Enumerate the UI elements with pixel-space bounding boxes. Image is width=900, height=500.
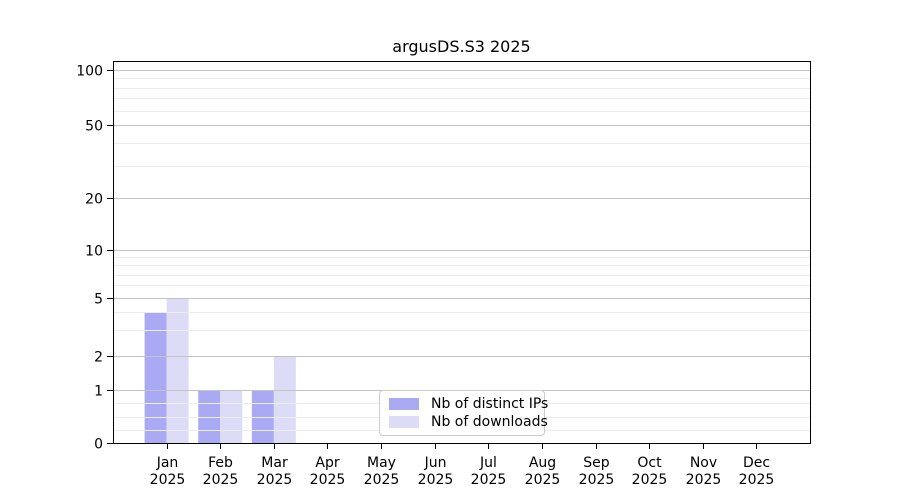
x-tick-label-nov: Nov 2025: [686, 455, 722, 488]
bar-nb-of-distinct-ips-feb: [198, 390, 221, 443]
x-tick-label-feb: Feb 2025: [203, 455, 239, 488]
y-tick-label-50: 50: [85, 119, 103, 135]
y-tick-label-0: 0: [94, 437, 103, 453]
bar-nb-of-distinct-ips-mar: [251, 390, 274, 443]
x-tick-label-apr: Apr 2025: [310, 455, 346, 488]
bar-nb-of-downloads-jan: [166, 298, 189, 443]
legend-swatch-downloads: [389, 416, 419, 428]
y-tick-label-10: 10: [85, 244, 103, 260]
x-tick-label-mar: Mar 2025: [257, 455, 293, 488]
bar-nb-of-distinct-ips-jan: [144, 312, 167, 443]
x-tick-label-sep: Sep 2025: [579, 455, 615, 488]
x-tick-label-jul: Jul 2025: [471, 455, 507, 488]
x-tick-label-jan: Jan 2025: [150, 455, 186, 488]
y-tick-label-100: 100: [76, 64, 103, 80]
chart-title: argusDS.S3 2025: [392, 37, 531, 56]
y-tick-label-5: 5: [94, 292, 103, 308]
plot-border: [113, 61, 811, 444]
legend-label-downloads: Nb of downloads: [431, 414, 548, 430]
legend-item-downloads: Nb of downloads: [389, 415, 548, 429]
x-tick-label-dec: Dec 2025: [739, 455, 775, 488]
x-tick-label-oct: Oct 2025: [632, 455, 668, 488]
y-tick-label-1: 1: [94, 384, 103, 400]
legend: Nb of distinct IPs Nb of downloads: [379, 390, 548, 436]
x-tick-label-aug: Aug 2025: [525, 455, 561, 488]
bar-nb-of-downloads-feb: [220, 390, 243, 443]
legend-swatch-distinct-ips: [389, 398, 419, 410]
legend-label-distinct-ips: Nb of distinct IPs: [431, 396, 549, 412]
y-tick-label-20: 20: [85, 192, 103, 208]
legend-item-distinct-ips: Nb of distinct IPs: [389, 397, 548, 411]
y-tick-label-2: 2: [94, 350, 103, 366]
x-tick-label-jun: Jun 2025: [418, 455, 454, 488]
bar-nb-of-downloads-mar: [273, 356, 296, 443]
x-tick-label-may: May 2025: [364, 455, 400, 488]
